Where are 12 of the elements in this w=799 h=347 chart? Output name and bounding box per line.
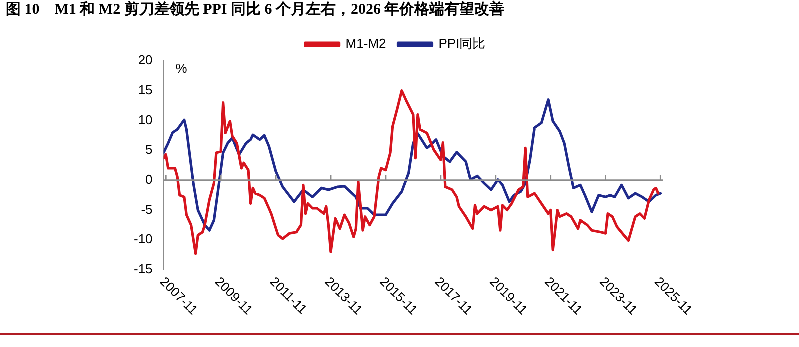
- chart-title: 图 10 M1 和 M2 剪刀差领先 PPI 同比 6 个月左右，2026 年价格端有望改善: [6, 0, 505, 20]
- y-tick-label: 5: [146, 142, 153, 158]
- y-axis-title: %: [176, 61, 188, 76]
- legend-label: PPI同比: [438, 36, 486, 52]
- y-tick-label: 10: [138, 112, 153, 128]
- y-tick-label: -10: [134, 232, 153, 247]
- y-tick-label: -5: [141, 202, 153, 217]
- y-tick-label: 15: [138, 82, 153, 98]
- y-tick-label: 0: [146, 172, 153, 188]
- legend-label: M1-M2: [346, 36, 386, 52]
- y-tick-label: -15: [134, 262, 153, 277]
- y-tick-label: 20: [138, 52, 153, 68]
